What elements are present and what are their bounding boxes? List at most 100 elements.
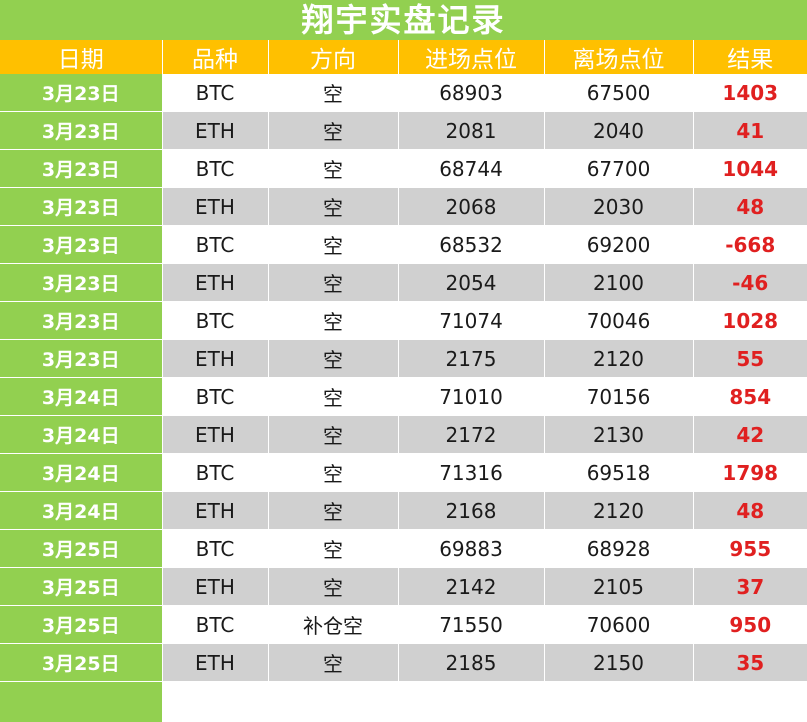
cell-date: 3月24日: [0, 377, 163, 416]
cell-result: 1044: [693, 149, 807, 188]
cell-result: -46: [693, 263, 807, 302]
cell-entry-price: 2142: [398, 567, 545, 606]
cell-direction: 空: [268, 339, 399, 378]
cell-date: 3月25日: [0, 567, 163, 606]
cell-entry-price: 68903: [398, 74, 545, 112]
cell-asset: ETH: [162, 415, 269, 454]
cell-asset: BTC: [162, 149, 269, 188]
cell-entry-price: 2185: [398, 643, 545, 682]
cell-result: 35: [693, 643, 807, 682]
cell-result: 48: [693, 491, 807, 530]
cell-date: 3月23日: [0, 301, 163, 340]
cell-result: -668: [693, 225, 807, 264]
table-row: 3月23日 BTC 空 71074 70046 1028: [0, 301, 807, 340]
table-row: 3月23日 ETH 空 2081 2040 41: [0, 111, 807, 150]
column-header-exit: 离场点位: [544, 40, 694, 74]
cell-asset: BTC: [162, 225, 269, 264]
cell-entry-price: 2168: [398, 491, 545, 530]
cell-result: 1403: [693, 74, 807, 112]
cell-result: 950: [693, 605, 807, 644]
cell-exit-price: 70156: [544, 377, 694, 416]
column-header-direction: 方向: [268, 40, 399, 74]
cell-date: 3月23日: [0, 339, 163, 378]
cell-exit-price: 70600: [544, 605, 694, 644]
cell-exit-price: 67700: [544, 149, 694, 188]
cell-date: 3月23日: [0, 263, 163, 302]
cell-result: 42: [693, 415, 807, 454]
cell-entry-price: 2068: [398, 187, 545, 226]
cell-direction: 空: [268, 567, 399, 606]
cell-date: 3月23日: [0, 149, 163, 188]
cell-entry-price: 71010: [398, 377, 545, 416]
cell-exit-price: 2105: [544, 567, 694, 606]
cell-entry-price: 69883: [398, 529, 545, 568]
cell-exit-price: 2030: [544, 187, 694, 226]
cell-direction: 空: [268, 529, 399, 568]
cell-asset: ETH: [162, 111, 269, 150]
page-title: 翔宇实盘记录: [0, 0, 807, 40]
table-row: 3月23日 ETH 空 2175 2120 55: [0, 339, 807, 378]
trade-table: 日期 品种 方向 进场点位 离场点位 结果 3月23日 BTC 空 68903 6750…: [0, 40, 807, 682]
cell-exit-price: 2120: [544, 339, 694, 378]
cell-entry-price: 71316: [398, 453, 545, 492]
cell-date: 3月23日: [0, 111, 163, 150]
cell-asset: ETH: [162, 263, 269, 302]
cell-date: 3月24日: [0, 491, 163, 530]
cell-result: 1798: [693, 453, 807, 492]
cell-direction: 空: [268, 111, 399, 150]
cell-entry-price: 2175: [398, 339, 545, 378]
blank-filler: [162, 682, 807, 722]
cell-direction: 空: [268, 225, 399, 264]
cell-exit-price: 69518: [544, 453, 694, 492]
cell-entry-price: 2172: [398, 415, 545, 454]
table-row: 3月25日 BTC 空 69883 68928 955: [0, 529, 807, 568]
column-header-asset: 品种: [162, 40, 269, 74]
cell-asset: BTC: [162, 74, 269, 112]
cell-direction: 空: [268, 263, 399, 302]
table-row: 3月25日 ETH 空 2185 2150 35: [0, 643, 807, 682]
table-row: 3月23日 ETH 空 2068 2030 48: [0, 187, 807, 226]
cell-result: 41: [693, 111, 807, 150]
cell-asset: BTC: [162, 301, 269, 340]
table-row: 3月23日 BTC 空 68744 67700 1044: [0, 149, 807, 188]
cell-result: 55: [693, 339, 807, 378]
cell-direction: 空: [268, 187, 399, 226]
cell-asset: ETH: [162, 567, 269, 606]
cell-asset: ETH: [162, 187, 269, 226]
cell-date: 3月23日: [0, 74, 163, 112]
cell-exit-price: 70046: [544, 301, 694, 340]
cell-asset: ETH: [162, 643, 269, 682]
cell-date: 3月25日: [0, 643, 163, 682]
table-row: 3月23日 BTC 空 68532 69200 -668: [0, 225, 807, 264]
cell-result: 1028: [693, 301, 807, 340]
cell-exit-price: 2040: [544, 111, 694, 150]
cell-date: 3月24日: [0, 415, 163, 454]
cell-asset: BTC: [162, 377, 269, 416]
cell-exit-price: 67500: [544, 74, 694, 112]
column-header-result: 结果: [693, 40, 807, 74]
cell-direction: 空: [268, 377, 399, 416]
cell-exit-price: 2130: [544, 415, 694, 454]
cell-entry-price: 2054: [398, 263, 545, 302]
table-row: 3月25日 ETH 空 2142 2105 37: [0, 567, 807, 606]
cell-direction: 补仓空: [268, 605, 399, 644]
column-header-entry: 进场点位: [398, 40, 545, 74]
cell-entry-price: 2081: [398, 111, 545, 150]
cell-result: 854: [693, 377, 807, 416]
cell-asset: BTC: [162, 529, 269, 568]
cell-direction: 空: [268, 301, 399, 340]
cell-result: 955: [693, 529, 807, 568]
table-row: 3月25日 BTC 补仓空 71550 70600 950: [0, 605, 807, 644]
table-footer-filler: [0, 682, 807, 722]
cell-asset: BTC: [162, 605, 269, 644]
cell-exit-price: 2120: [544, 491, 694, 530]
cell-date: 3月24日: [0, 453, 163, 492]
cell-entry-price: 71074: [398, 301, 545, 340]
table-row: 3月23日 ETH 空 2054 2100 -46: [0, 263, 807, 302]
cell-exit-price: 68928: [544, 529, 694, 568]
cell-direction: 空: [268, 643, 399, 682]
cell-date: 3月23日: [0, 187, 163, 226]
cell-entry-price: 68532: [398, 225, 545, 264]
cell-date: 3月25日: [0, 529, 163, 568]
table-row: 3月24日 ETH 空 2172 2130 42: [0, 415, 807, 454]
